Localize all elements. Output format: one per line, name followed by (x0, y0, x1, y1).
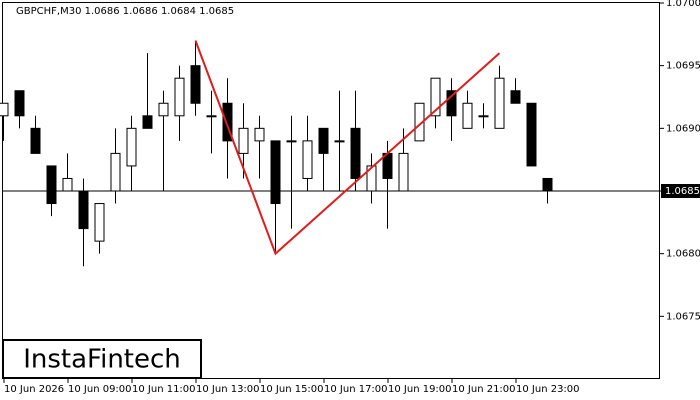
current-price-box (661, 184, 700, 198)
candle-body (62, 177, 73, 192)
y-tick-label: 1.0695 (666, 61, 700, 72)
candle-body (78, 190, 89, 230)
candle-body (0, 102, 9, 117)
y-tick-label: 1.0680 (666, 249, 700, 260)
candle-body (430, 77, 441, 117)
candle-body (238, 127, 249, 154)
candle-body (366, 165, 377, 192)
candle-body (158, 102, 169, 117)
candle-body (318, 127, 329, 154)
candle-body (542, 177, 553, 192)
y-tick-label: 1.0675 (666, 311, 700, 322)
y-tick-label: 1.0700 (666, 0, 700, 9)
x-tick-label: 10 Jun 21:00 (452, 384, 516, 395)
candle-body (462, 102, 473, 129)
candle-body (302, 140, 313, 179)
candle-body (334, 140, 345, 143)
candle-body (270, 140, 281, 205)
candle-body (526, 102, 537, 167)
candle-body (142, 115, 153, 129)
candle-body (94, 203, 105, 242)
candle-body (126, 127, 137, 167)
candle-body (398, 152, 409, 192)
x-tick-label: 10 Jun 15:00 (260, 384, 324, 395)
y-tick-label: 1.0690 (666, 123, 700, 134)
candle-body (286, 140, 297, 143)
candle-body (478, 115, 489, 118)
candle-body (494, 77, 505, 129)
candle-body (174, 77, 185, 117)
x-tick-label: 10 Jun 19:00 (388, 384, 452, 395)
pattern-line (194, 40, 501, 256)
current-price-label: 1.0685 (665, 186, 700, 197)
x-tick-label: 10 Jun 17:00 (324, 384, 388, 395)
candle-body (30, 127, 41, 154)
x-tick-label: 10 Jun 11:00 (132, 384, 196, 395)
x-tick-label: 10 Jun 23:00 (516, 384, 580, 395)
candle-body (414, 102, 425, 142)
candle-body (254, 127, 265, 142)
candle-body (222, 102, 233, 142)
logo: InstaFintech (23, 345, 181, 375)
candle-body (510, 90, 521, 104)
logo-box (2, 339, 202, 379)
candle-body (206, 115, 217, 118)
candle-body (350, 127, 361, 179)
x-tick-label: 10 Jun 2026 (4, 384, 64, 395)
x-tick-label: 10 Jun 13:00 (196, 384, 260, 395)
candle-body (190, 65, 201, 104)
chart-title: GBPCHF,M30 1.0686 1.0686 1.0684 1.0685 (16, 6, 234, 17)
candle-body (110, 152, 121, 192)
candle-body (46, 165, 57, 205)
x-tick-label: 10 Jun 09:00 (68, 384, 132, 395)
candle-body (446, 90, 457, 117)
candle-body (14, 90, 25, 117)
